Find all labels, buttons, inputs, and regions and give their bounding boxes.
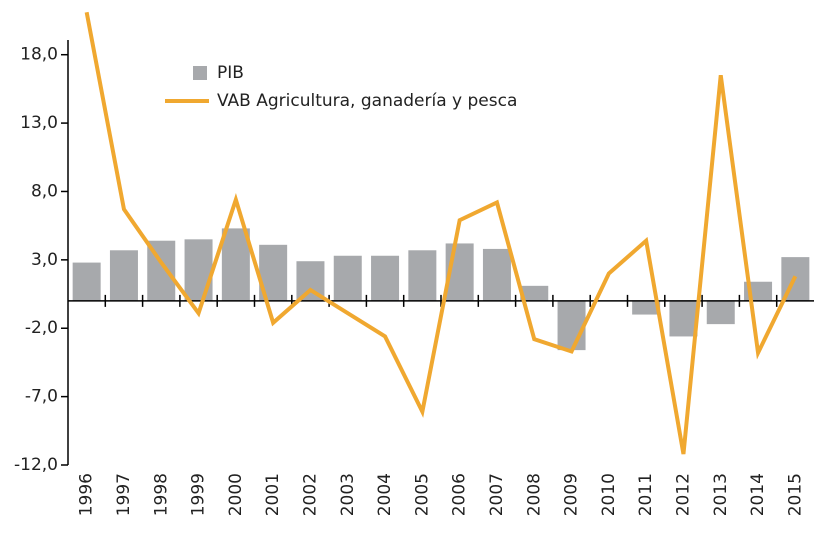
y-tick-label: -12,0 — [14, 455, 58, 475]
bar — [706, 300, 735, 325]
bar — [520, 285, 549, 301]
x-tick-label: 2006 — [450, 473, 470, 516]
x-tick-label: 2014 — [748, 473, 768, 516]
x-tick-label: 1997 — [114, 473, 134, 516]
x-tick-label: 1998 — [151, 473, 171, 516]
x-tick-label: 2010 — [599, 473, 619, 516]
x-tick-label: 1996 — [77, 473, 97, 516]
x-tick-label: 2003 — [338, 473, 358, 516]
legend-swatch — [193, 66, 207, 80]
x-tick-label: 2005 — [412, 473, 432, 516]
bar — [221, 228, 250, 301]
x-tick-label: 2000 — [226, 473, 246, 516]
x-tick-label: 2002 — [300, 473, 320, 516]
bar — [184, 239, 213, 301]
line-series — [84, 11, 798, 455]
bar — [371, 255, 400, 301]
bar — [632, 300, 661, 315]
x-tick-label: 2013 — [711, 473, 731, 516]
y-tick-label: 3,0 — [31, 250, 58, 270]
bar — [557, 300, 586, 351]
x-tick-label: 1999 — [189, 473, 209, 516]
y-tick-label: -2,0 — [25, 318, 58, 338]
x-tick-label: 2012 — [673, 473, 693, 516]
x-tick-label: 2004 — [375, 473, 395, 516]
bar — [333, 255, 362, 301]
y-tick-label: 13,0 — [20, 113, 58, 133]
bar — [669, 300, 698, 337]
bar — [482, 248, 511, 301]
x-tick-label: 2009 — [562, 473, 582, 516]
y-tick-label: 8,0 — [31, 181, 58, 201]
x-tick-label: 2007 — [487, 473, 507, 516]
x-tick-label: 2008 — [524, 473, 544, 516]
x-tick-label: 2001 — [263, 473, 283, 516]
x-tick-label: 2015 — [785, 473, 805, 516]
legend-label: VAB Agricultura, ganadería y pesca — [217, 91, 517, 111]
legend-label: PIB — [217, 63, 244, 83]
bar — [72, 262, 101, 301]
x-tick-label: 2011 — [636, 473, 656, 516]
bar — [109, 250, 138, 301]
bar — [408, 250, 437, 301]
y-tick-label: 18,0 — [20, 45, 58, 65]
y-tick-label: -7,0 — [25, 387, 58, 407]
